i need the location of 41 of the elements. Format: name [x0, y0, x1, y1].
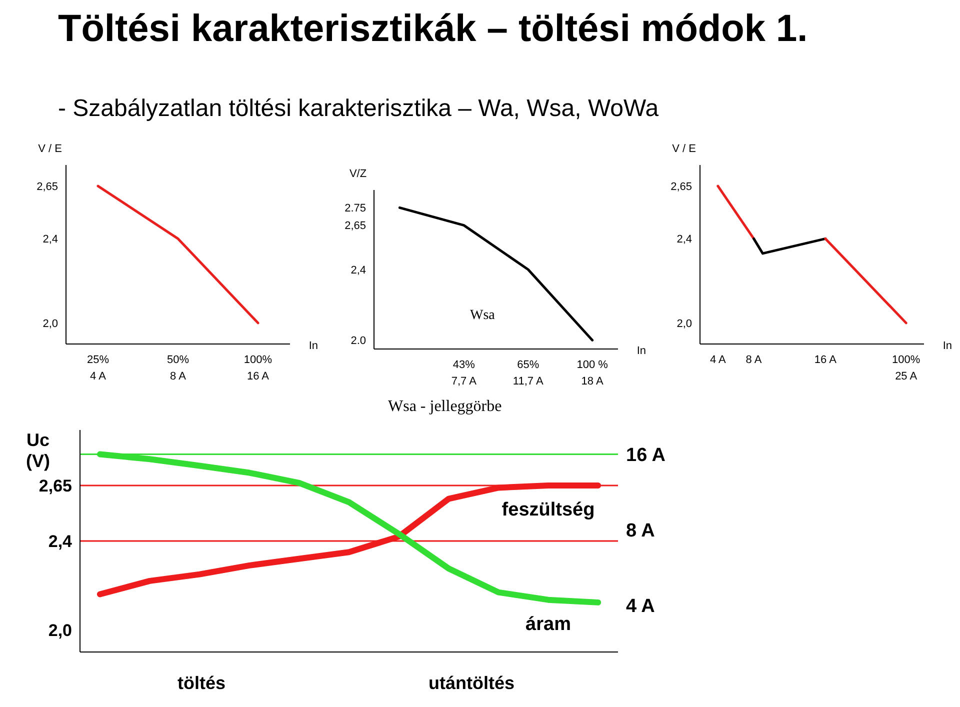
text: töltés — [177, 673, 226, 694]
text: utántöltés — [428, 673, 514, 694]
y2-tick-label: 4 A — [626, 596, 656, 617]
y2-tick-label: 8 A — [626, 520, 656, 542]
x-tick-label: 100 % 18 A — [576, 359, 608, 388]
x-axis-title: In — [636, 345, 646, 357]
text: - Szabályzatlan töltési karakterisztika – Wa, Wsa, WoWa — [58, 95, 659, 123]
y-axis-title: V/Z — [348, 168, 368, 180]
x-tick-label: 50% 8 A — [166, 354, 190, 382]
y-tick-label: 2,65 — [344, 220, 366, 232]
y-tick-label: 2,4 — [350, 264, 366, 276]
y-tick-label: 2.0 — [350, 335, 366, 348]
y-axis-title: Uc (V) — [25, 430, 51, 472]
y-tick-label: 2,0 — [42, 318, 58, 330]
x-tick-label: 43% 7,7 A — [451, 359, 478, 388]
x-tick-label: 4 A — [710, 354, 727, 366]
x-axis-title: In — [942, 340, 952, 352]
y2-tick-label: 16 A — [626, 444, 666, 466]
y-axis-title: V / E — [37, 143, 63, 155]
annotation: Wsa — [470, 308, 495, 322]
series-label: feszültség — [502, 500, 595, 520]
y-tick-label: 2,4 — [48, 532, 73, 551]
y-tick-label: 2,0 — [48, 620, 72, 640]
y-tick-label: 2,65 — [670, 180, 692, 193]
series-label: áram — [526, 614, 571, 635]
chart-title: Wsa - jelleggörbe — [388, 398, 502, 416]
y-tick-label: 2,4 — [676, 234, 692, 246]
y-axis-title: V / E — [671, 143, 697, 155]
y-tick-label: 2,65 — [38, 476, 72, 496]
y-tick-label: 2,4 — [42, 234, 58, 246]
y-tick-label: 2.75 — [344, 202, 366, 215]
x-axis-title: In — [308, 340, 318, 352]
x-tick-label: 16 A — [814, 354, 838, 366]
text: Töltési karakterisztikák – töltési módok 1. — [58, 8, 808, 51]
y-tick-label: 2,0 — [676, 318, 692, 330]
y-tick-label: 2,65 — [36, 180, 58, 193]
x-tick-label: 65% 11,7 A — [512, 359, 544, 388]
x-tick-label: 25% 4 A — [86, 354, 110, 382]
x-tick-label: 8 A — [746, 354, 762, 366]
x-tick-label: 100% 25 A — [892, 354, 920, 382]
x-tick-label: 100% 16 A — [244, 354, 272, 382]
